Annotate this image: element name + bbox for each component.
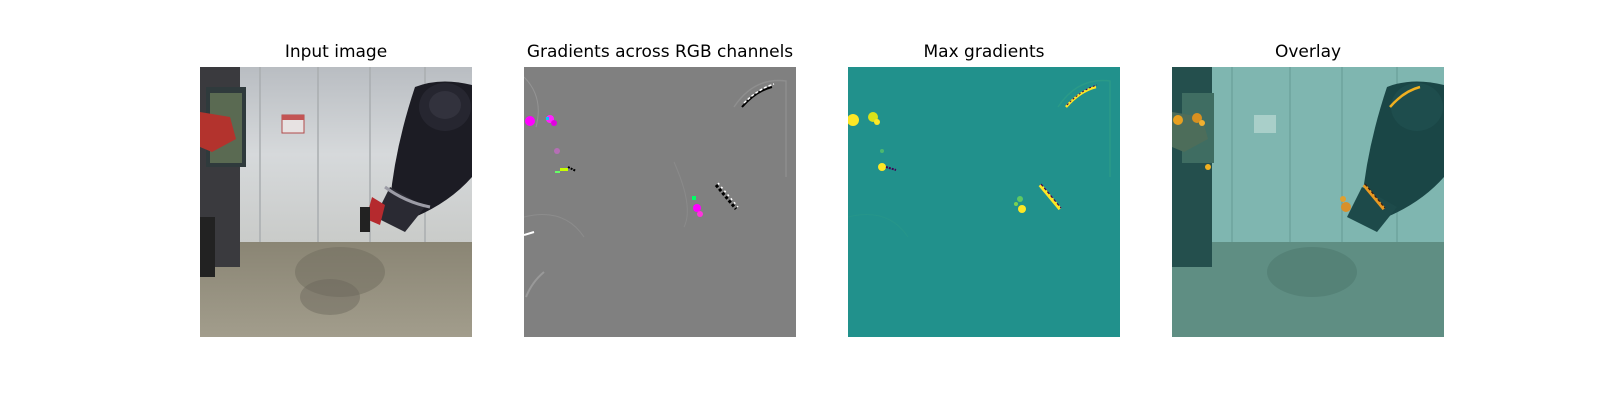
robot-arm-photo-icon: [200, 67, 472, 337]
overlay-panel: Overlay: [1172, 0, 1444, 400]
rgb-gradients-image: [524, 67, 796, 337]
max-gradients-title: Max gradients: [923, 42, 1045, 62]
rgb-gradients-title: Gradients across RGB channels: [526, 42, 794, 62]
input-image-title: Input image: [284, 42, 388, 62]
overlay-image: [1172, 67, 1444, 337]
input-image-panel: Input image: [200, 0, 472, 400]
overlay-title: Overlay: [1274, 42, 1342, 62]
max-gradients-image: [848, 67, 1120, 337]
input-image: [200, 67, 472, 337]
rgb-gradient-map-icon: [524, 67, 796, 337]
max-gradient-heatmap-icon: [848, 67, 1120, 337]
gradient-overlay-photo-icon: [1172, 67, 1444, 337]
max-gradients-panel: Max gradients: [848, 0, 1120, 400]
rgb-gradients-panel: Gradients across RGB channels: [524, 0, 796, 400]
